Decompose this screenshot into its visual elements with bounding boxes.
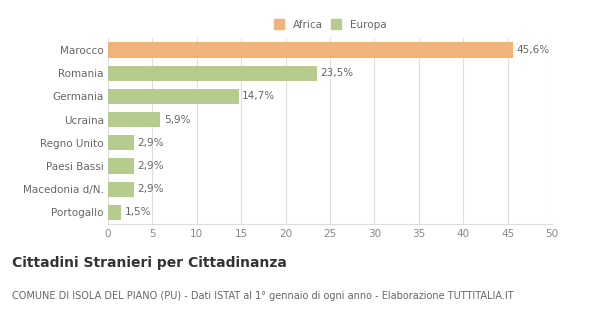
Bar: [108, 89, 239, 104]
Text: 1,5%: 1,5%: [125, 207, 151, 217]
Bar: [108, 66, 317, 81]
Text: Cittadini Stranieri per Cittadinanza: Cittadini Stranieri per Cittadinanza: [12, 256, 287, 270]
Text: 14,7%: 14,7%: [242, 92, 275, 101]
Text: 2,9%: 2,9%: [137, 138, 164, 148]
Bar: [108, 135, 134, 150]
Text: 45,6%: 45,6%: [517, 45, 550, 55]
Bar: [108, 112, 160, 127]
Text: 2,9%: 2,9%: [137, 184, 164, 194]
Text: 2,9%: 2,9%: [137, 161, 164, 171]
Text: 5,9%: 5,9%: [164, 115, 190, 124]
Text: COMUNE DI ISOLA DEL PIANO (PU) - Dati ISTAT al 1° gennaio di ogni anno - Elabora: COMUNE DI ISOLA DEL PIANO (PU) - Dati IS…: [12, 291, 514, 301]
Bar: [108, 158, 134, 173]
Text: 23,5%: 23,5%: [320, 68, 353, 78]
Bar: [108, 43, 513, 58]
Bar: [108, 182, 134, 197]
Legend: Africa, Europa: Africa, Europa: [274, 20, 386, 30]
Bar: [108, 205, 121, 220]
